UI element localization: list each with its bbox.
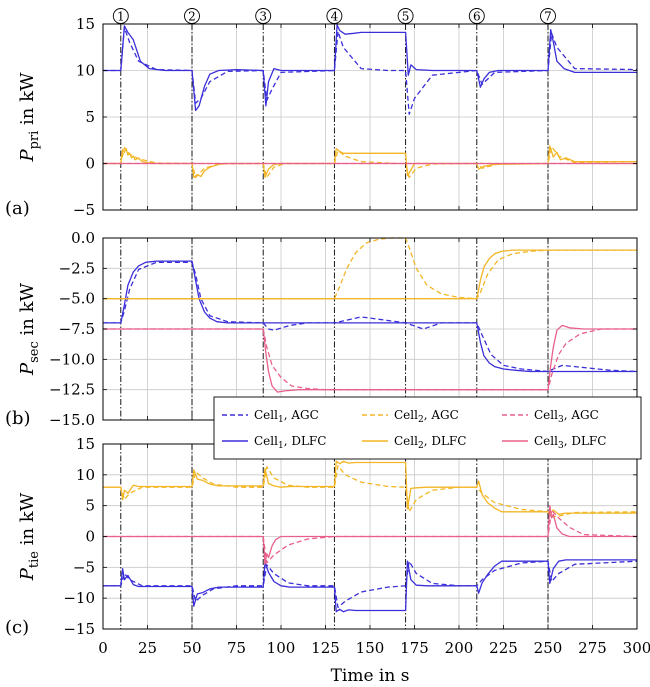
x-tick-label: 250 bbox=[534, 639, 563, 657]
x-axis-label: Time in s bbox=[331, 666, 410, 686]
series-line-c1_dlfc bbox=[103, 260, 637, 373]
y-tick-label: 5 bbox=[85, 108, 95, 126]
event-marker bbox=[112, 8, 129, 24]
legend-entry-label: Cell3, DLFC bbox=[534, 434, 606, 451]
series-line-c3_agc bbox=[103, 509, 638, 564]
x-tick-label: 75 bbox=[227, 639, 246, 657]
series-line-c1_dlfc bbox=[103, 24, 637, 112]
event-marker-label: 3 bbox=[259, 10, 267, 24]
legend-entry-label: Cell2, AGC bbox=[394, 408, 459, 425]
event-marker-label: 1 bbox=[117, 10, 125, 24]
series-line-c2_dlfc bbox=[103, 460, 637, 516]
x-tick-label: 50 bbox=[182, 639, 201, 657]
x-tick-label: 225 bbox=[489, 639, 518, 657]
event-marker-label: 2 bbox=[188, 10, 196, 24]
x-tick-label: 0 bbox=[98, 639, 108, 657]
event-marker bbox=[540, 8, 556, 24]
x-tick-label: 125 bbox=[311, 639, 340, 657]
x-tick-label: 200 bbox=[445, 639, 474, 657]
legend: Cell1, AGC Cell2, AGC Cell3, AGC Cell1, DLF… bbox=[213, 396, 642, 460]
event-marker bbox=[255, 8, 272, 24]
x-tick-label: 300 bbox=[623, 639, 650, 657]
event-marker bbox=[184, 8, 200, 24]
event-marker-label: 4 bbox=[331, 10, 339, 24]
legend-entry-label: Cell2, DLFC bbox=[394, 434, 466, 451]
y-tick-label: −5 bbox=[73, 201, 95, 219]
y-tick-label: −7.5 bbox=[59, 320, 95, 338]
event-marker-label: 7 bbox=[544, 10, 552, 24]
y-tick-label: 5 bbox=[85, 497, 95, 515]
event-marker bbox=[397, 8, 414, 24]
legend-box bbox=[213, 396, 642, 460]
y-tick-label: 15 bbox=[76, 15, 95, 33]
panel-label: (c) bbox=[5, 617, 29, 638]
legend-entry-label: Cell1, DLFC bbox=[254, 434, 326, 451]
y-tick-label: 10 bbox=[76, 466, 95, 484]
y-tick-label: −5 bbox=[73, 558, 95, 576]
series-line-c2_agc bbox=[103, 464, 638, 518]
series-line-c1_dlfc bbox=[103, 559, 637, 613]
legend-entry-label: Cell1, AGC bbox=[254, 408, 319, 425]
series-layer bbox=[103, 24, 638, 613]
y-tick-label: −12.5 bbox=[49, 381, 95, 399]
y-tick-label: 10 bbox=[76, 62, 95, 80]
legend-entry-label: Cell3, AGC bbox=[534, 408, 599, 425]
x-tick-label: 100 bbox=[267, 639, 296, 657]
y-tick-label: −10 bbox=[63, 589, 95, 607]
y-tick-label: −5.0 bbox=[59, 290, 95, 308]
series-line-c2_dlfc bbox=[103, 249, 637, 300]
event-marker bbox=[468, 8, 485, 24]
x-tick-label: 275 bbox=[578, 639, 607, 657]
series-line-c3_dlfc bbox=[103, 505, 637, 565]
x-tick-label: 150 bbox=[356, 639, 385, 657]
y-tick-label: 0 bbox=[85, 155, 95, 173]
event-marker-label: 6 bbox=[473, 10, 481, 24]
y-tick-label: −15.0 bbox=[49, 411, 95, 429]
event-marker-label: 5 bbox=[402, 10, 410, 24]
y-tick-label: −2.5 bbox=[59, 259, 95, 277]
event-lines-layer bbox=[120, 24, 549, 629]
y-tick-label: 0.0 bbox=[71, 229, 95, 247]
y-tick-label: −10.0 bbox=[49, 350, 95, 368]
y-tick-label: −15 bbox=[63, 620, 95, 638]
series-line-c2_agc bbox=[103, 237, 637, 300]
y-axis-label: Ppri in kW bbox=[17, 72, 42, 163]
panel-label: (b) bbox=[5, 408, 31, 429]
series-line-c2_dlfc bbox=[103, 145, 637, 179]
series-line-c3_dlfc bbox=[103, 324, 637, 393]
grid-layer bbox=[102, 23, 638, 630]
x-tick-label: 175 bbox=[400, 639, 429, 657]
y-tick-label: 0 bbox=[85, 528, 95, 546]
panel-label: (a) bbox=[5, 198, 30, 219]
y-axis-label: Ptie in kW bbox=[17, 492, 42, 581]
y-tick-label: 15 bbox=[76, 435, 95, 453]
event-marker bbox=[326, 8, 343, 24]
series-line-c1_agc bbox=[103, 560, 638, 609]
x-tick-label: 25 bbox=[138, 639, 157, 657]
y-axis-label: Psec in kW bbox=[17, 283, 42, 376]
